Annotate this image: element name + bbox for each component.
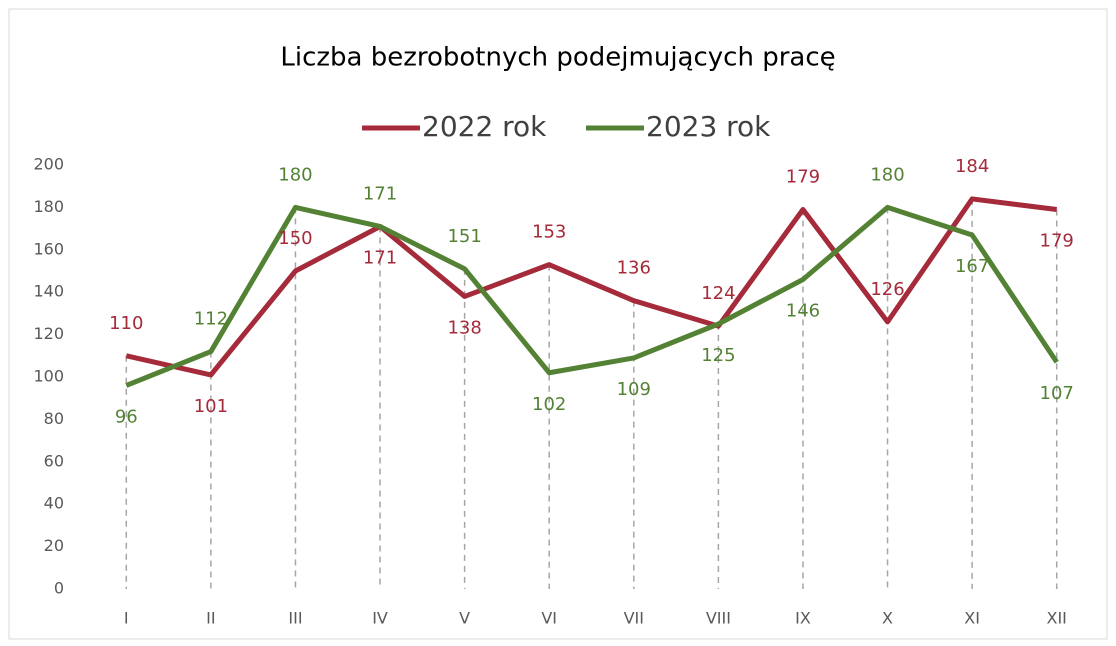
data-label: 146: [786, 300, 820, 321]
data-label: 101: [194, 396, 228, 417]
data-label: 124: [701, 283, 735, 304]
data-label: 167: [955, 256, 989, 277]
y-tick-label: 160: [33, 239, 64, 258]
data-label: 171: [363, 183, 397, 204]
y-tick-label: 40: [44, 494, 64, 513]
x-tick-label: IX: [795, 609, 811, 628]
data-label: 153: [532, 222, 566, 243]
legend-label: 2022 rok: [422, 110, 547, 143]
series-line: [125, 204, 1059, 388]
data-label: 179: [786, 167, 820, 188]
y-tick-label: 180: [33, 197, 64, 216]
y-tick-label: 100: [33, 367, 64, 386]
chart-title: Liczba bezrobotnych podejmujących pracę: [280, 43, 835, 73]
x-tick-label: V: [459, 609, 470, 628]
series-line: [125, 196, 1058, 378]
data-label: 107: [1040, 383, 1074, 404]
data-label: 136: [617, 258, 651, 279]
data-label: 138: [447, 317, 481, 338]
y-tick-label: 20: [44, 536, 64, 555]
legend-label: 2023 rok: [646, 110, 771, 143]
data-label: 179: [1040, 231, 1074, 252]
y-tick-label: 80: [44, 409, 64, 428]
x-tick-label: X: [882, 609, 893, 628]
x-tick-label: II: [206, 609, 215, 628]
data-label: 96: [115, 406, 138, 427]
data-label: 102: [532, 394, 566, 415]
data-label: 171: [363, 247, 397, 268]
x-tick-label: III: [288, 609, 302, 628]
x-tick-label: VII: [624, 609, 644, 628]
data-label: 109: [617, 379, 651, 400]
data-label: 151: [447, 226, 481, 247]
x-tick-label: VIII: [706, 609, 731, 628]
y-tick-label: 0: [54, 579, 64, 598]
data-label: 184: [955, 156, 989, 177]
x-tick-label: IV: [372, 609, 388, 628]
y-tick-label: 200: [33, 155, 64, 174]
y-tick-label: 140: [33, 282, 64, 301]
chart-frame: [8, 8, 1108, 640]
data-label: 110: [109, 313, 143, 334]
data-label: 125: [701, 345, 735, 366]
data-label: 150: [278, 228, 312, 249]
x-tick-label: XII: [1047, 609, 1067, 628]
y-tick-label: 120: [33, 324, 64, 343]
x-tick-label: I: [124, 609, 129, 628]
x-tick-label: XI: [964, 609, 980, 628]
x-tick-label: VI: [541, 609, 557, 628]
data-label: 112: [194, 309, 228, 330]
data-label: 180: [870, 164, 904, 185]
data-label: 126: [870, 279, 904, 300]
y-tick-label: 60: [44, 451, 64, 470]
data-label: 180: [278, 164, 312, 185]
